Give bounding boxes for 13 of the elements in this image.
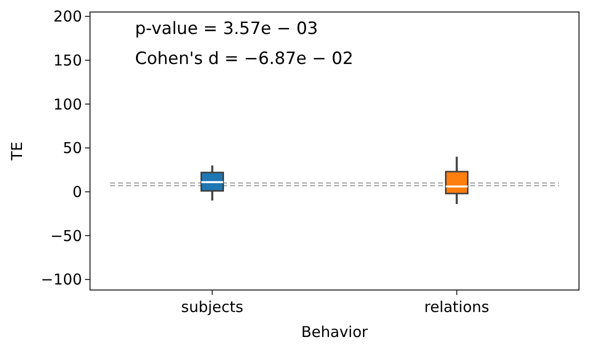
y-tick-label: 150	[53, 51, 82, 70]
annotation: p-value = 3.57e − 03	[135, 19, 318, 39]
x-axis-title: Behavior	[301, 323, 369, 341]
y-tick-label: 100	[53, 95, 82, 114]
y-tick-label: 200	[53, 8, 82, 26]
x-tick-label: relations	[424, 298, 490, 316]
y-axis-title: TE	[8, 142, 26, 162]
y-tick-label: −50	[50, 226, 82, 245]
y-tick-label: −100	[40, 270, 82, 289]
y-tick-label: 50	[62, 139, 82, 158]
x-tick-label: subjects	[181, 298, 244, 316]
annotation: Cohen's d = −6.87e − 02	[135, 49, 354, 69]
y-tick-label: 0	[72, 183, 82, 202]
